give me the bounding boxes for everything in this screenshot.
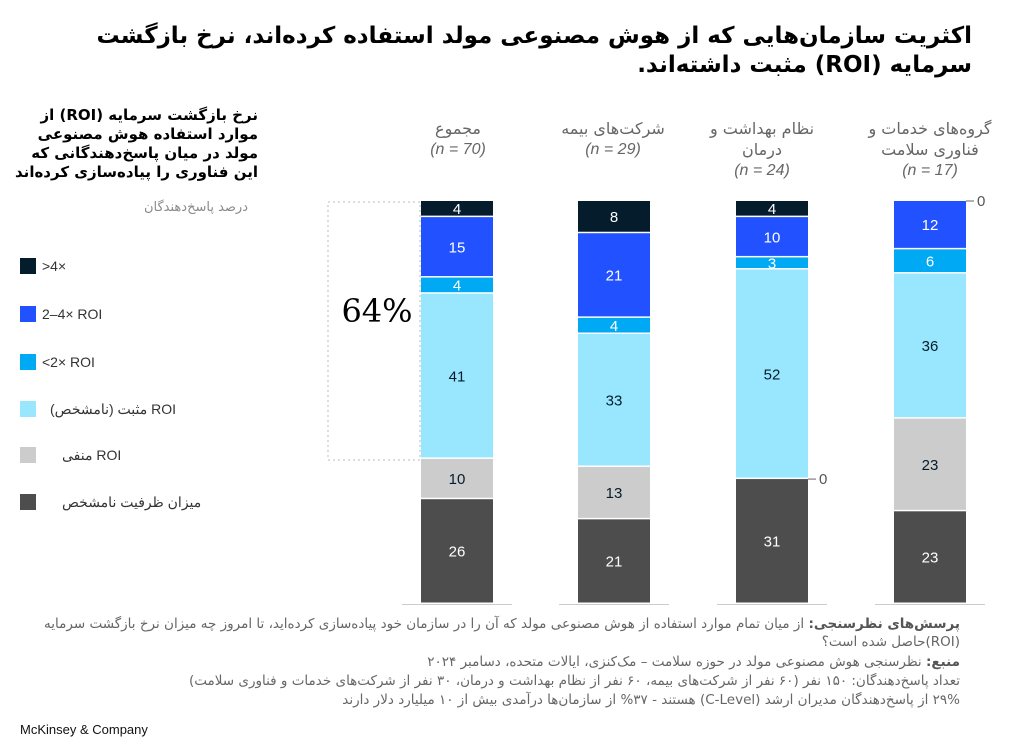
category-name: نظام بهداشت و درمان [709,119,815,159]
legend-label: >4× [42,258,67,274]
chart-subtitle: نرخ بازگشت سرمایه (ROI) از موارد استفاده… [15,106,258,181]
bar-segment-3-3 [894,249,966,273]
bar-segment-2-5 [736,201,808,216]
category-n: (n = 17) [902,162,958,179]
bar-value-label: 4 [610,318,618,335]
bar-segment-3-0 [894,511,966,603]
bar-value-label: 33 [606,392,623,409]
bar-value-label: 21 [606,268,623,285]
footnote-respondents: تعداد پاسخ‌دهندگان: ۱۵۰ نفر (۶۰ نفر از ش… [188,673,960,689]
footnote-question-text: از میان تمام موارد استفاده از هوش مصنوعی… [44,616,960,650]
legend-label: <2× ROI [42,354,95,370]
footnote-question: پرسش‌های نظرسنجی: از میان تمام موارد است… [40,615,960,651]
footnote-stats: ۲۹% از پاسخ‌دهندگان مدیران ارشد (C-Level… [342,692,960,708]
bar-value-label: 31 [764,534,781,551]
legend-swatch [20,354,36,370]
category-n: (n = 24) [734,162,790,179]
bar-segment-2-0 [736,479,808,603]
bar-value-label: 10 [764,229,781,246]
zero-label: 0 [819,471,827,488]
legend-label: میزان ظرفیت نامشخص [62,493,202,510]
bar-segment-0-5 [421,201,493,216]
bar-value-label: 12 [922,217,939,234]
legend-item-positive-unknown: ROI مثبت (نامشخص) [20,400,176,418]
category-n: (n = 70) [430,141,486,158]
bar-value-label: 52 [764,366,781,383]
legend-item-unknown: میزان ظرفیت نامشخص [20,493,201,511]
footnote-question-label: پرسش‌های نظرسنجی: [808,616,960,632]
legend-item-negative: ROI منفی [20,446,121,464]
bar-segment-3-2 [894,273,966,418]
bar-value-label: 4 [453,278,461,295]
bar-value-label: 13 [606,485,623,502]
bar-value-label: 23 [922,457,939,474]
bar-value-label: 23 [922,550,939,567]
legend-item-gt4x: >4× [20,257,66,275]
bar-segment-0-3 [421,277,493,293]
category-label-health-systems: نظام بهداشت و درمان (n = 24) [692,118,832,181]
unit-label: درصد پاسخ‌دهندگان [143,200,248,215]
bar-value-label: 8 [610,209,618,226]
bar-segment-1-1 [578,466,650,518]
bar-value-label: 3 [768,255,776,272]
bar-segment-3-4 [894,201,966,248]
footnote-source-label: منبع: [925,654,960,670]
bar-segment-3-1 [894,418,966,510]
bar-value-label: 6 [926,253,934,270]
category-n: (n = 29) [585,141,641,158]
bar-segment-0-1 [421,458,493,498]
bar-segment-2-4 [736,217,808,256]
category-name: مجموع [435,119,481,138]
legend-swatch [20,258,36,274]
legend-swatch [20,447,36,463]
category-label-total: مجموع (n = 70) [378,118,538,160]
bar-value-label: 36 [922,338,939,355]
category-name: شرکت‌های بیمه [561,119,665,138]
legend-label: 2–4× ROI [42,306,103,322]
bar-segment-0-0 [421,499,493,603]
bar-segment-1-4 [578,233,650,317]
legend-label: ROI منفی [62,446,122,463]
bar-value-label: 4 [768,201,776,218]
bar-value-label: 4 [453,201,461,218]
zero-label: 0 [977,193,985,210]
category-label-insurers: شرکت‌های بیمه (n = 29) [533,118,693,160]
bar-value-label: 15 [449,239,466,256]
legend-swatch [20,306,36,322]
highlight-bracket [327,201,421,461]
footnote-source-text: نظرسنجی هوش مصنوعی مولد در حوزه سلامت – … [427,654,926,670]
bar-value-label: 10 [449,471,466,488]
legend-swatch [20,401,36,417]
bar-segment-2-3 [736,257,808,269]
category-name: گروه‌های خدمات و فناوری سلامت [868,119,992,159]
bar-segment-0-4 [421,217,493,277]
legend-swatch [20,494,36,510]
bar-segment-1-0 [578,519,650,603]
bar-segment-0-2 [421,293,493,458]
bar-value-label: 26 [449,544,466,561]
legend-item-lt2x: <2× ROI [20,353,95,371]
footnote-source: منبع: نظرسنجی هوش مصنوعی مولد در حوزه سل… [40,653,960,671]
category-label-health-services-tech: گروه‌های خدمات و فناوری سلامت (n = 17) [860,118,1000,181]
bar-value-label: 41 [449,368,466,385]
bar-segment-1-3 [578,317,650,333]
bar-segment-2-2 [736,269,808,478]
brand-logo: McKinsey & Company [20,722,148,737]
legend-item-2-4x: 2–4× ROI [20,305,102,323]
chart-title: اکثریت سازمان‌هایی که از هوش مصنوعی مولد… [96,23,972,78]
highlight-percentage: 64% [341,292,412,330]
stacked-bar-chart: 64% 261041415421133342183105231042323366… [327,193,985,605]
bar-segment-1-5 [578,201,650,232]
legend-label: ROI مثبت (نامشخص) [50,400,177,417]
bar-segment-1-2 [578,333,650,466]
bar-value-label: 21 [606,554,623,571]
